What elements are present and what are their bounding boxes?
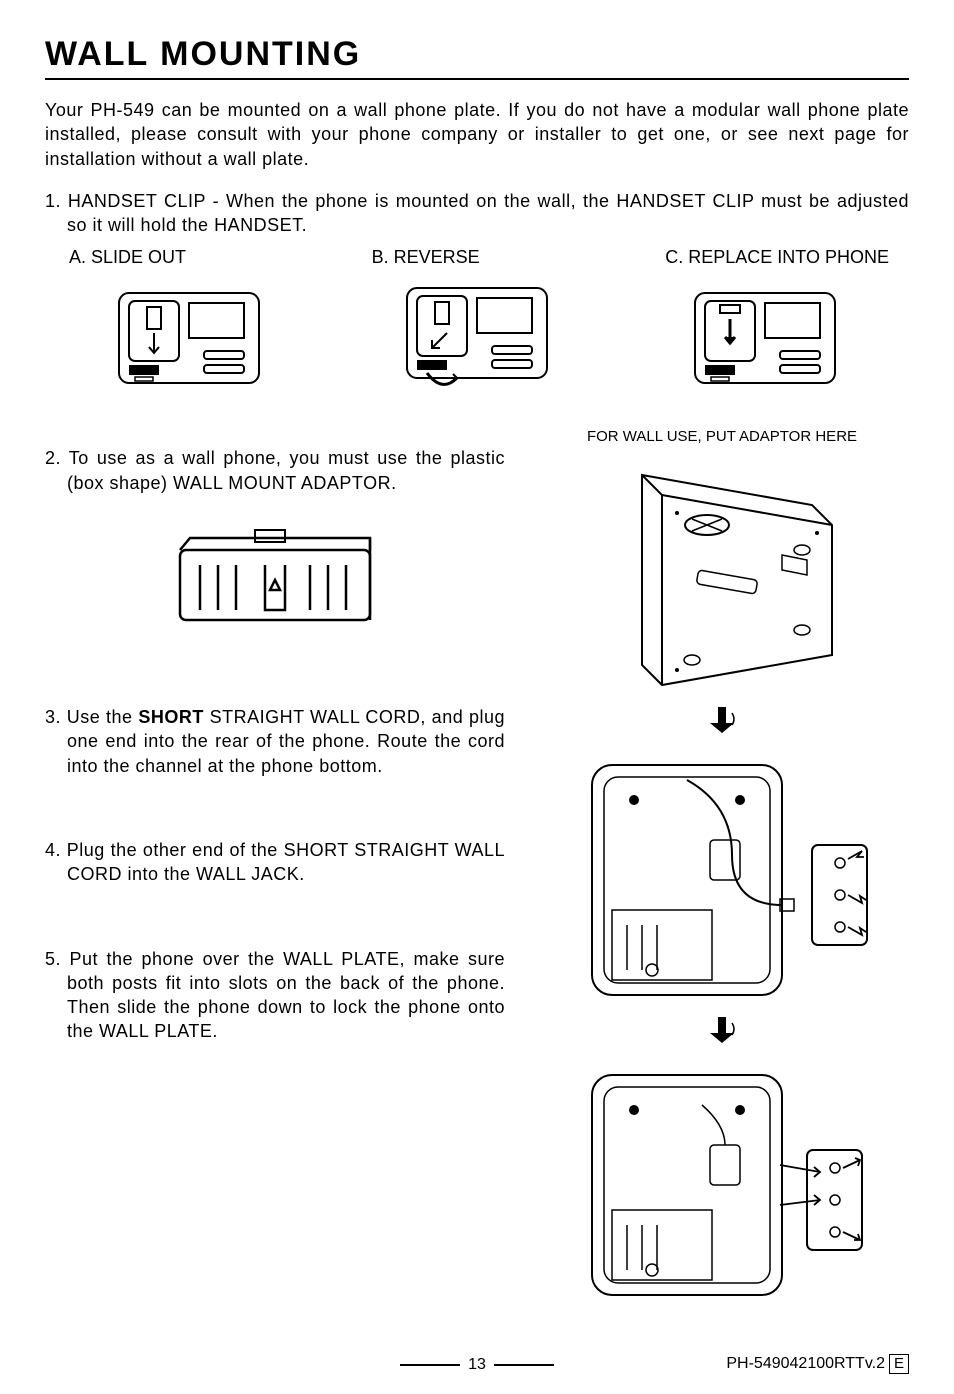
doc-code: PH-549042100RTTv.2 bbox=[726, 1355, 885, 1373]
right-column: FOR WALL USE, PUT ADAPTOR HERE bbox=[535, 428, 909, 1305]
adaptor-box-icon bbox=[170, 520, 380, 630]
clip-figure-b bbox=[387, 278, 567, 398]
manual-page: WALL MOUNTING Your PH-549 can be mounted… bbox=[0, 0, 954, 1394]
clip-figure-c bbox=[675, 278, 855, 398]
clip-figure-a bbox=[99, 278, 279, 398]
step-3: 3. Use the SHORT STRAIGHT WALL CORD, and… bbox=[45, 705, 505, 778]
page-rule-left bbox=[400, 1364, 460, 1366]
step-4: 4. Plug the other end of the SHORT STRAI… bbox=[45, 838, 505, 887]
page-number: 13 bbox=[468, 1356, 486, 1374]
step1-c-label: C. REPLACE INTO PHONE bbox=[665, 247, 889, 268]
two-column-section: 2. To use as a wall phone, you must use … bbox=[45, 428, 909, 1305]
clip-slide-out-icon bbox=[109, 283, 269, 393]
right-figures bbox=[535, 455, 909, 1305]
clip-replace-icon bbox=[685, 283, 845, 393]
step1-subrow: A. SLIDE OUT B. REVERSE C. REPLACE INTO … bbox=[45, 247, 909, 268]
step-2: 2. To use as a wall phone, you must use … bbox=[45, 446, 505, 495]
page-number-group: 13 bbox=[400, 1356, 554, 1374]
intro-paragraph: Your PH-549 can be mounted on a wall pho… bbox=[45, 98, 909, 171]
title-rule bbox=[45, 78, 909, 80]
right-caption: FOR WALL USE, PUT ADAPTOR HERE bbox=[535, 428, 909, 445]
arrow-down-icon-1 bbox=[702, 705, 742, 735]
page-rule-right bbox=[494, 1364, 554, 1366]
step-1: 1. HANDSET CLIP - When the phone is moun… bbox=[45, 189, 909, 238]
step3-prefix: 3. Use the bbox=[45, 707, 138, 727]
phone-iso-icon bbox=[582, 455, 862, 695]
clip-figures-row bbox=[45, 278, 909, 398]
clip-reverse-icon bbox=[397, 278, 557, 398]
adaptor-figure bbox=[165, 515, 385, 635]
step1-b-label: B. REVERSE bbox=[372, 247, 480, 268]
phone-back-cord-icon bbox=[562, 745, 882, 1005]
step-5: 5. Put the phone over the WALL PLATE, ma… bbox=[45, 947, 505, 1044]
arrow-down-icon-2 bbox=[702, 1015, 742, 1045]
step1-a-label: A. SLIDE OUT bbox=[69, 247, 186, 268]
doc-code-suffix: E bbox=[889, 1354, 909, 1374]
step3-bold: SHORT bbox=[138, 707, 204, 727]
phone-on-plate-icon bbox=[562, 1055, 882, 1305]
left-column: 2. To use as a wall phone, you must use … bbox=[45, 428, 505, 1305]
footer-doc-code: PH-549042100RTTv.2 E bbox=[726, 1354, 909, 1374]
page-title: WALL MOUNTING bbox=[45, 35, 909, 74]
